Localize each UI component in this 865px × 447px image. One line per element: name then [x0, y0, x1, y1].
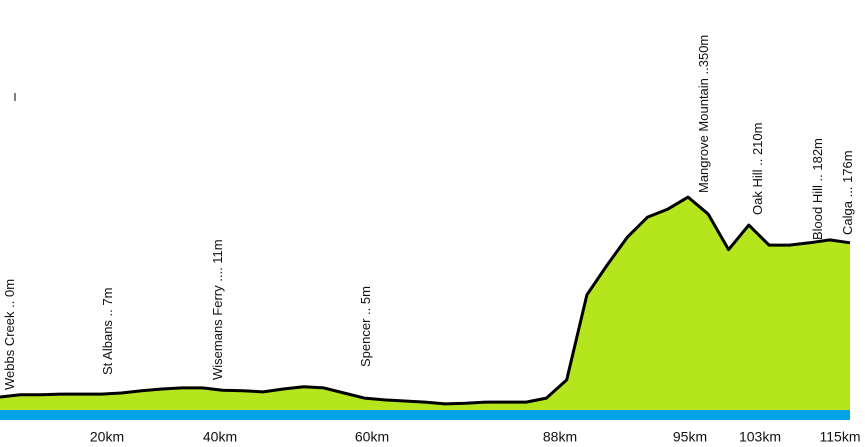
x-tick-label: 115km: [820, 429, 861, 445]
area: [0, 197, 850, 413]
place-label: Spencer .. 5m: [358, 286, 373, 367]
place-label: Oak Hill .. 210m: [750, 123, 765, 215]
x-tick-label: 20km: [90, 429, 124, 445]
place-label: Webbs Creek .. 0m: [2, 279, 17, 390]
x-tick-label: 103km: [739, 429, 781, 445]
x-tick-label: 40km: [203, 429, 237, 445]
place-label: Wisemans Ferry .... 11m: [210, 239, 225, 380]
water: [0, 410, 850, 420]
place-label: St Albans .. 7m: [100, 288, 115, 375]
place-label: Blood Hill .. 182m: [810, 138, 825, 240]
line: [0, 195, 851, 406]
place-label: Calga ... 176m: [840, 150, 855, 235]
x-tick-label: 95km: [673, 429, 707, 445]
x-tick-label: 60km: [355, 429, 389, 445]
place-label: Mangrove Mountain ..350m: [696, 35, 711, 193]
x-tick-label: 88km: [543, 429, 577, 445]
